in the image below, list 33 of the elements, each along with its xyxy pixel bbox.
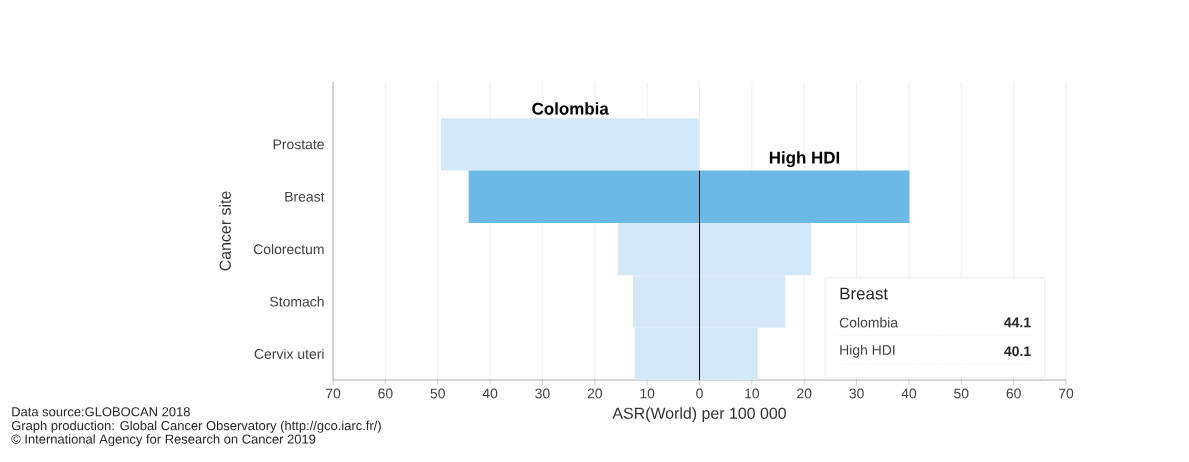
y-tick-label: Stomach [270,296,324,307]
source-note: Data source:GLOBOCAN 2018 [12,407,190,417]
x-tick-label: 40 [482,388,498,399]
annotation: 44.1 [1004,317,1031,328]
series-label: Colombia [532,102,609,115]
series-label: High HDI [769,151,840,168]
y-tick-label: Breast [285,191,325,202]
x-tick-label: 20 [587,388,603,399]
annotation: Breast [840,287,888,300]
x-tick-label: 50 [954,388,969,399]
x-tick-label: 30 [535,388,550,399]
annotation: High HDI [840,344,895,358]
x-tick-label: 10 [745,388,760,399]
x-tick-label: 70 [1058,388,1074,399]
y-tick-label: Prostate [273,139,324,150]
y-tick-label: Cervix uteri [254,348,324,359]
x-axis-title: ASR(World) per 100 000 [612,407,786,423]
x-tick-label: 40 [901,388,917,399]
text: © International Agency for Research on Cancer 2019 [11,434,316,447]
bar [440,118,700,171]
y-tick-label: Colorectum [253,243,324,255]
annotation: Colombia [839,317,899,328]
x-tick-label: 30 [849,388,864,399]
x-tick-label: 70 [325,388,341,399]
text: Graph production: Global Cancer Observatory (http://gco.iarc.fr/) [11,420,381,433]
x-tick-label: 0 [696,388,703,399]
x-tick-label: 60 [378,388,393,399]
x-tick-label: 20 [797,388,812,399]
x-tick-label: 10 [640,388,655,399]
y-axis-title: Cancer site [219,191,231,271]
x-tick-label: 50 [430,388,445,399]
x-tick-label: 60 [1006,388,1021,399]
annotation: 40.1 [1004,346,1031,357]
